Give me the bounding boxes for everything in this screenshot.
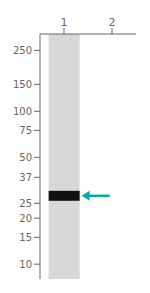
svg-text:2: 2 xyxy=(109,16,116,29)
svg-text:37: 37 xyxy=(19,172,32,183)
svg-text:100: 100 xyxy=(13,106,32,117)
svg-text:150: 150 xyxy=(13,79,32,90)
svg-text:50: 50 xyxy=(19,152,32,163)
svg-text:25: 25 xyxy=(19,198,32,209)
svg-text:10: 10 xyxy=(19,259,32,270)
svg-text:20: 20 xyxy=(19,213,32,224)
svg-text:1: 1 xyxy=(61,16,68,29)
svg-text:15: 15 xyxy=(19,232,32,243)
svg-text:75: 75 xyxy=(19,125,32,136)
svg-text:250: 250 xyxy=(13,45,32,56)
